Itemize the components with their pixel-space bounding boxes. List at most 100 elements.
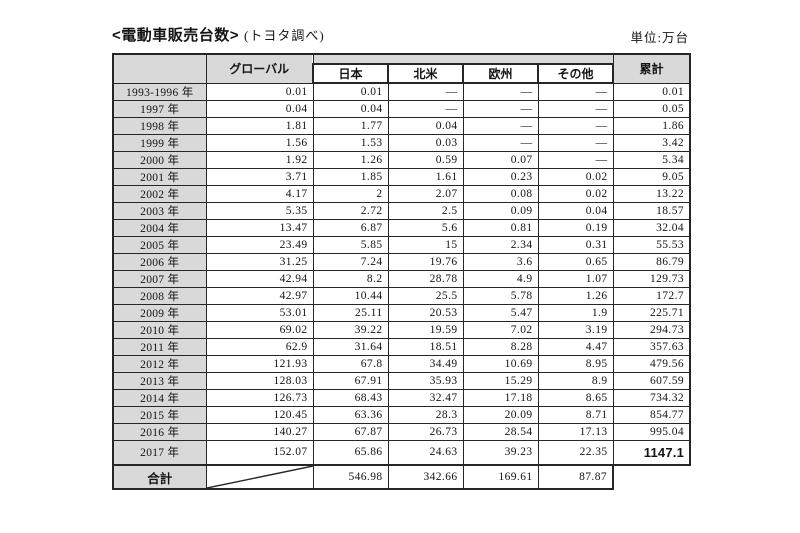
value-cell: 20.09 [462,405,539,424]
value-cell: 6.87 [312,218,389,237]
value-cell: 25.11 [312,303,389,322]
region-header-japan: 日本 [312,63,389,84]
value-cell: 8.2 [312,269,389,288]
table-row: 2008 年 42.97 10.44 25.5 5.78 1.26 172.7 [112,286,691,305]
year-cell: 2011 年 [112,337,207,356]
value-cell: 2.5 [387,201,464,220]
value-cell: 53.01 [205,303,314,322]
cumulative-cell: 3.42 [612,133,691,152]
value-cell: 18.51 [387,337,464,356]
value-cell: 1.56 [205,133,314,152]
value-cell: 1.81 [205,116,314,135]
table-row: 2015 年 120.45 63.36 28.3 20.09 8.71 854.77 [112,405,691,424]
cumulative-cell: 86.79 [612,252,691,271]
table-row: 2010 年 69.02 39.22 19.59 7.02 3.19 294.73 [112,320,691,339]
cumulative-cell: 854.77 [612,405,691,424]
table-row: 2002 年 4.17 2 2.07 0.08 0.02 13.22 [112,184,691,203]
value-cell: 0.19 [537,218,614,237]
table-row: 2003 年 5.35 2.72 2.5 0.09 0.04 18.57 [112,201,691,220]
year-cell: 2008 年 [112,286,207,305]
value-cell: 1.26 [312,150,389,169]
value-cell: 8.95 [537,354,614,373]
cumulative-cell: 55.53 [612,235,691,254]
value-cell: 4.9 [462,269,539,288]
value-cell: — [462,116,539,135]
value-cell: 68.43 [312,388,389,407]
value-cell: — [537,116,614,135]
page-subtitle: (トヨタ調べ) [244,28,325,43]
cumulative-cell: 18.57 [612,201,691,220]
value-cell: 0.59 [387,150,464,169]
cumulative-cell: 172.7 [612,286,691,305]
value-cell: — [537,133,614,152]
value-cell: 5.35 [205,201,314,220]
value-cell: 67.87 [312,422,389,441]
value-cell: 67.91 [312,371,389,390]
value-cell: 20.53 [387,303,464,322]
value-cell: 0.03 [387,133,464,152]
value-cell: 22.35 [537,439,614,466]
year-cell: 2009 年 [112,303,207,322]
value-cell: — [462,99,539,118]
table-row: 1993-1996 年 0.01 0.01— — —0.01 [112,82,691,101]
value-cell: 0.07 [462,150,539,169]
year-cell: 2006 年 [112,252,207,271]
total-others: 87.87 [537,464,614,490]
value-cell: — [462,82,539,101]
value-cell: 2 [312,184,389,203]
cumulative-cell: 1.86 [612,116,691,135]
value-cell: — [387,99,464,118]
cumulative-column-header: 累計 [612,53,691,84]
value-cell: 1.07 [537,269,614,288]
year-cell: 2012 年 [112,354,207,373]
cumulative-cell: 294.73 [612,320,691,339]
total-japan: 546.98 [312,464,389,490]
value-cell: 0.04 [312,99,389,118]
table-row: 1999 年 1.56 1.53 0.03— —3.42 [112,133,691,152]
cumulative-cell: 225.71 [612,303,691,322]
value-cell: 35.93 [387,371,464,390]
table-row: 2000 年 1.92 1.26 0.59 0.07—5.34 [112,150,691,169]
value-cell: 1.61 [387,167,464,186]
value-cell: 8.71 [537,405,614,424]
year-cell: 2014 年 [112,388,207,407]
value-cell: 0.31 [537,235,614,254]
value-cell: 15.29 [462,371,539,390]
value-cell: 63.36 [312,405,389,424]
cumulative-cell: 9.05 [612,167,691,186]
year-cell: 1999 年 [112,133,207,152]
table-row: 2004 年 13.47 6.87 5.6 0.81 0.19 32.04 [112,218,691,237]
table-row: 2005 年 23.49 5.85 15 2.34 0.31 55.53 [112,235,691,254]
value-cell: 0.65 [537,252,614,271]
value-cell: 32.47 [387,388,464,407]
value-cell: 8.9 [537,371,614,390]
value-cell: 152.07 [205,439,314,466]
table-row: 2017 年 152.07 65.86 24.63 39.23 22.35 1147.1 [112,439,691,466]
value-cell: 7.02 [462,320,539,339]
year-cell: 2010 年 [112,320,207,339]
total-europe: 169.61 [462,464,539,490]
cumulative-cell: 0.01 [612,82,691,101]
value-cell: 5.85 [312,235,389,254]
value-cell: 28.78 [387,269,464,288]
global-column-header: グローバル [205,53,314,84]
year-cell: 1998 年 [112,116,207,135]
year-cell: 1997 年 [112,99,207,118]
year-cell: 2000 年 [112,150,207,169]
cumulative-cell: 479.56 [612,354,691,373]
table-body: 1993-1996 年 0.01 0.01— — —0.01 1997 年 0.04 0.04… [112,82,691,466]
value-cell: 19.59 [387,320,464,339]
value-cell: 19.76 [387,252,464,271]
year-cell: 2004 年 [112,218,207,237]
value-cell: 10.69 [462,354,539,373]
value-cell: 25.5 [387,286,464,305]
value-cell: 31.64 [312,337,389,356]
value-cell: 0.81 [462,218,539,237]
year-cell: 2002 年 [112,184,207,203]
value-cell: 0.23 [462,167,539,186]
value-cell: 10.44 [312,286,389,305]
year-cell: 2017 年 [112,439,207,466]
value-cell: 3.19 [537,320,614,339]
value-cell: 13.47 [205,218,314,237]
year-cell: 2005 年 [112,235,207,254]
